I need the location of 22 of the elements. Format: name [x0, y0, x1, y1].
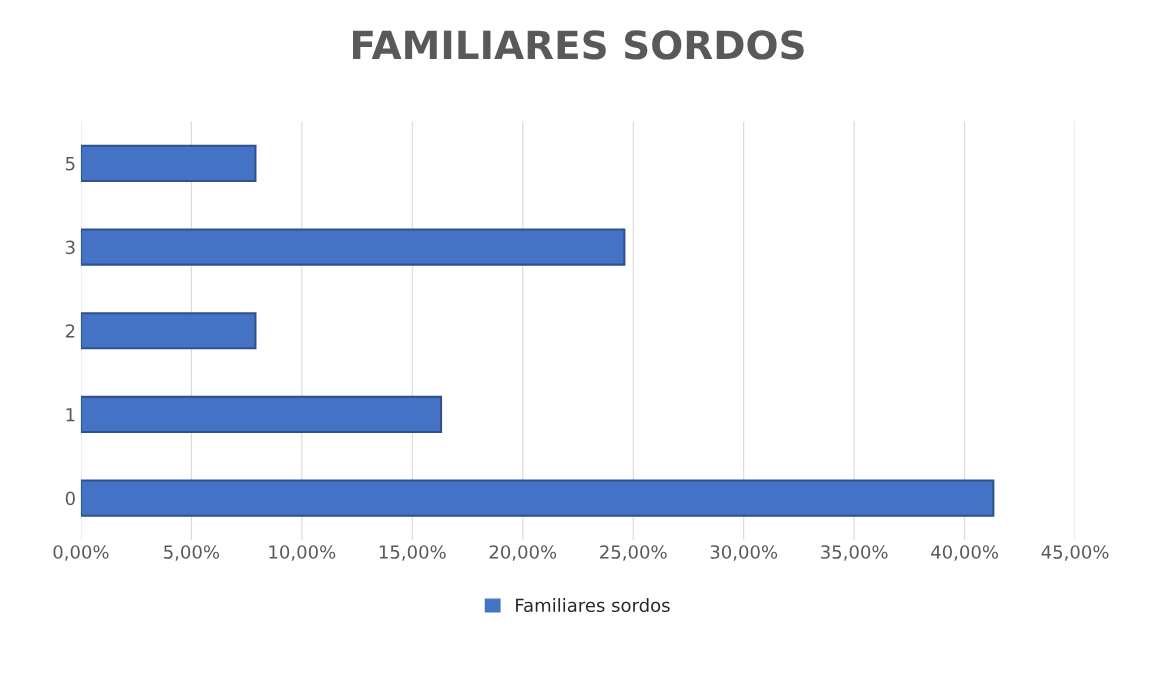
x-tick-label: 10,00%	[269, 545, 336, 561]
y-tick-label: 0	[65, 491, 75, 506]
bar	[80, 144, 257, 182]
y-tick-label: 3	[65, 240, 75, 255]
x-tick-label: 45,00%	[1041, 545, 1109, 561]
y-tick-label: 5	[65, 157, 75, 171]
x-tick-label: 20,00%	[489, 545, 557, 561]
bar	[80, 312, 257, 350]
x-tick-label: 25,00%	[600, 545, 667, 561]
x-tick-label: 15,00%	[379, 545, 446, 561]
bar	[80, 395, 443, 434]
x-tick-label: 30,00%	[710, 545, 778, 561]
bar	[80, 228, 626, 266]
x-tick-label: 40,00%	[931, 545, 999, 561]
y-tick-label: 1	[66, 408, 75, 422]
legend-label: Familiares sordos	[516, 598, 670, 613]
y-tick-label: 2	[65, 324, 75, 338]
x-tick-label: 35,00%	[821, 545, 888, 561]
x-tick-label: 5,00%	[164, 545, 220, 561]
x-tick-label: 0,00%	[53, 545, 109, 561]
bar	[80, 479, 995, 517]
chart-title: FAMILIARES SORDOS	[353, 30, 804, 60]
